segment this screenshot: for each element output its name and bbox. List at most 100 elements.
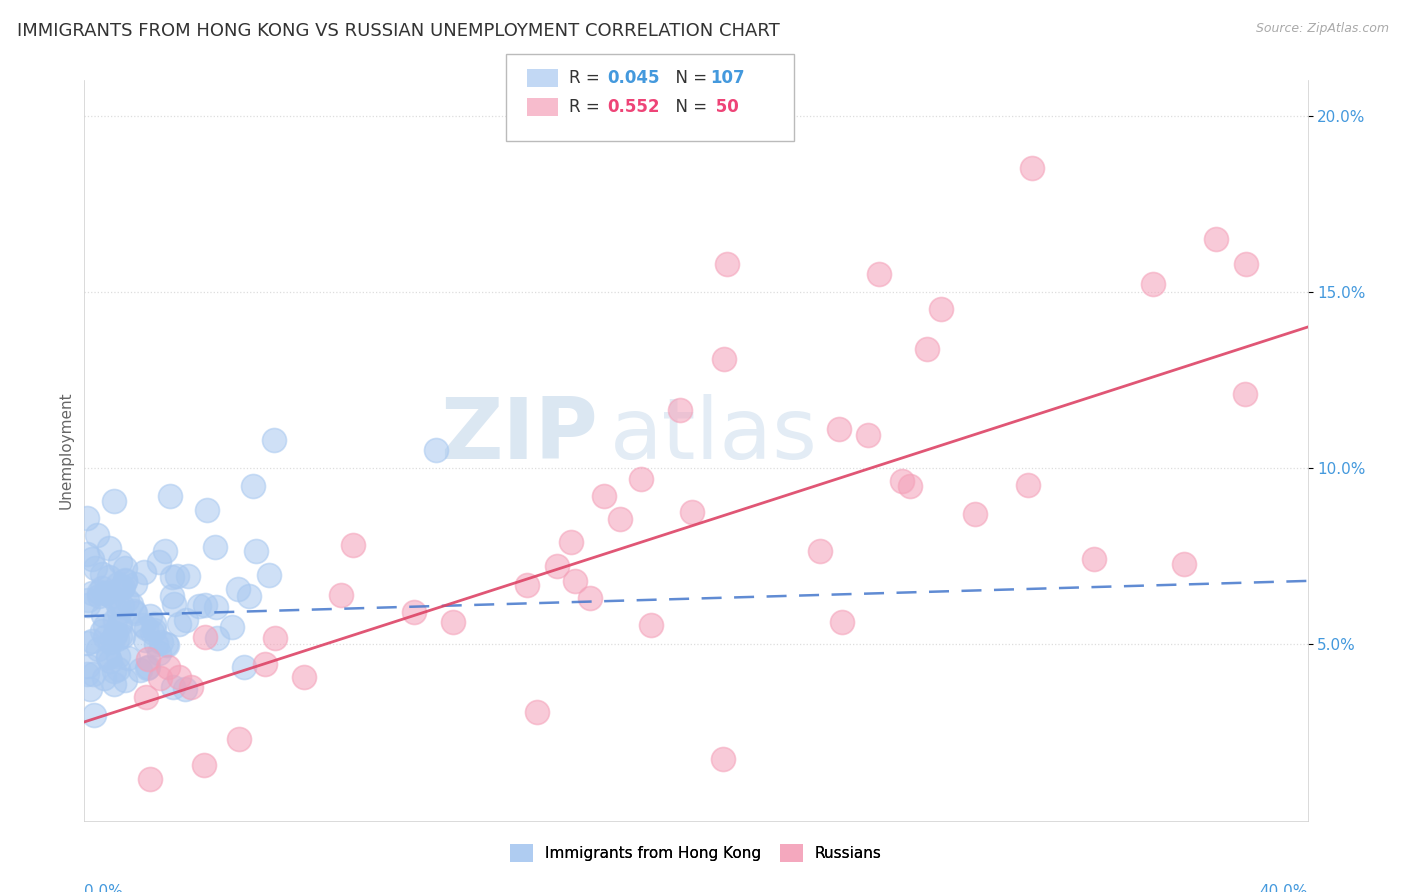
Point [82, 634, 104, 648]
Point [188, 599, 211, 613]
Text: N =: N = [665, 98, 713, 116]
Point [114, 561, 136, 575]
Point [233, 660, 256, 674]
Point [402, 606, 425, 620]
Point [929, 302, 952, 317]
Text: atlas: atlas [610, 394, 818, 477]
Point [245, 543, 267, 558]
Y-axis label: Unemployment: Unemployment [58, 392, 73, 509]
Point [110, 599, 132, 613]
Point [82, 551, 104, 566]
Point [82, 666, 104, 681]
Text: IMMIGRANTS FROM HONG KONG VS RUSSIAN UNEMPLOYMENT CORRELATION CHART: IMMIGRANTS FROM HONG KONG VS RUSSIAN UNE… [17, 22, 779, 40]
Point [167, 670, 190, 684]
Point [97, 649, 120, 664]
Point [1142, 277, 1164, 292]
Point [107, 662, 129, 676]
Point [107, 648, 129, 663]
Point [228, 731, 250, 746]
Point [84, 561, 107, 575]
Legend: Immigrants from Hong Kong, Russians: Immigrants from Hong Kong, Russians [505, 838, 887, 869]
Point [195, 503, 218, 517]
Point [898, 479, 921, 493]
Point [124, 606, 146, 620]
Point [93, 585, 115, 599]
Point [86, 642, 108, 657]
Text: 50: 50 [710, 98, 738, 116]
Point [103, 494, 125, 508]
Point [174, 613, 197, 627]
Point [166, 569, 188, 583]
Point [94, 619, 117, 633]
Point [122, 603, 145, 617]
Text: ZIP: ZIP [440, 394, 598, 477]
Point [713, 752, 735, 766]
Point [827, 422, 849, 436]
Point [114, 574, 136, 589]
Point [891, 474, 914, 488]
Point [204, 540, 226, 554]
Point [669, 403, 692, 417]
Point [90, 624, 112, 638]
Point [143, 623, 166, 637]
Point [194, 630, 217, 644]
Point [103, 626, 125, 640]
Point [79, 682, 101, 697]
Point [1017, 478, 1039, 492]
Point [76, 511, 98, 525]
Point [1236, 257, 1258, 271]
Point [97, 541, 120, 556]
Text: N =: N = [665, 69, 713, 87]
Point [1021, 161, 1043, 176]
Point [110, 581, 132, 595]
Point [93, 630, 115, 644]
Point [292, 670, 315, 684]
Point [167, 616, 190, 631]
Point [148, 671, 170, 685]
Point [142, 617, 165, 632]
Point [148, 555, 170, 569]
Point [630, 472, 652, 486]
Point [516, 578, 538, 592]
Point [114, 673, 136, 687]
Point [83, 708, 105, 723]
Point [108, 618, 131, 632]
Point [120, 597, 142, 611]
Point [107, 577, 129, 591]
Point [94, 585, 117, 599]
Point [425, 443, 447, 458]
Point [139, 772, 162, 787]
Point [103, 677, 125, 691]
Point [1233, 387, 1256, 401]
Point [242, 479, 264, 493]
Point [831, 615, 853, 630]
Point [135, 621, 157, 635]
Point [193, 599, 215, 613]
Text: 0.0%: 0.0% [84, 884, 124, 892]
Point [91, 581, 114, 595]
Point [104, 614, 127, 628]
Point [342, 538, 364, 552]
Point [160, 570, 183, 584]
Point [132, 565, 155, 579]
Point [716, 257, 738, 271]
Point [965, 507, 987, 521]
Point [228, 582, 250, 596]
Point [87, 584, 110, 599]
Point [869, 267, 891, 281]
Point [159, 489, 181, 503]
Point [153, 544, 176, 558]
Point [103, 664, 125, 678]
Point [108, 555, 131, 569]
Point [135, 690, 157, 705]
Point [609, 512, 631, 526]
Point [141, 625, 163, 640]
Point [124, 577, 146, 591]
Point [76, 667, 98, 681]
Point [91, 607, 114, 622]
Point [107, 632, 129, 646]
Point [136, 660, 159, 674]
Point [221, 620, 243, 634]
Point [148, 646, 170, 660]
Point [96, 649, 118, 664]
